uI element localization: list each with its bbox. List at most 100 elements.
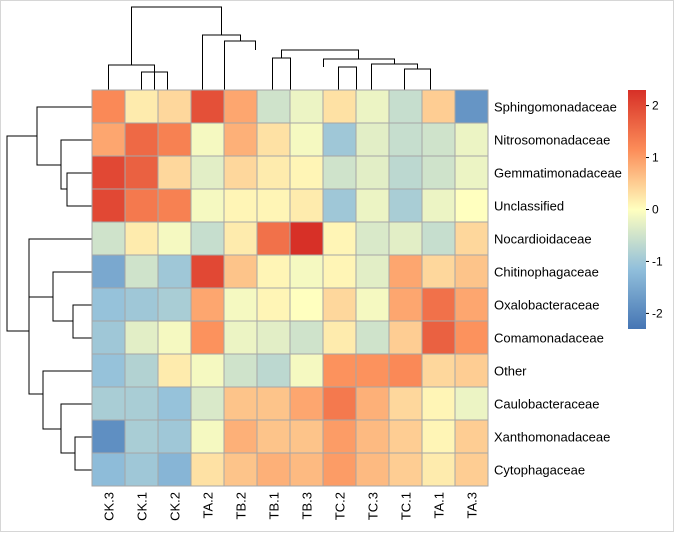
row-label: Chitinophagaceae bbox=[494, 265, 599, 280]
row-label: Nocardioidaceae bbox=[494, 232, 592, 247]
heatmap-cell bbox=[421, 155, 456, 190]
heatmap-cell bbox=[355, 419, 390, 454]
heatmap-cell bbox=[124, 188, 159, 223]
heatmap-cell bbox=[124, 386, 159, 421]
row-label: Cytophagaceae bbox=[494, 463, 585, 478]
heatmap-cell bbox=[223, 122, 258, 157]
heatmap-cell bbox=[454, 122, 489, 157]
heatmap-cell bbox=[223, 320, 258, 355]
heatmap-cell bbox=[190, 353, 225, 388]
legend-tick-label: 1 bbox=[652, 151, 659, 165]
heatmap-cell bbox=[124, 254, 159, 289]
heatmap-cell bbox=[289, 188, 324, 223]
heatmap-cell bbox=[91, 353, 126, 388]
heatmap-cell bbox=[190, 89, 225, 124]
legend-tick-label: 0 bbox=[652, 203, 659, 217]
heatmap-cell bbox=[124, 320, 159, 355]
column-label: CK.2 bbox=[168, 492, 183, 521]
row-label: Oxalobacteraceae bbox=[494, 298, 600, 313]
heatmap-cell bbox=[223, 188, 258, 223]
heatmap-cell bbox=[454, 188, 489, 223]
heatmap-cell bbox=[289, 353, 324, 388]
heatmap-cell bbox=[289, 320, 324, 355]
heatmap-cell bbox=[190, 386, 225, 421]
heatmap-cell bbox=[421, 89, 456, 124]
heatmap-cell bbox=[190, 287, 225, 322]
heatmap-cell bbox=[223, 155, 258, 190]
heatmap-cell bbox=[223, 221, 258, 256]
heatmap-cell bbox=[355, 386, 390, 421]
heatmap-cell bbox=[388, 155, 423, 190]
heatmap-cell bbox=[157, 386, 192, 421]
row-label: Nitrosomonadaceae bbox=[494, 133, 610, 148]
heatmap-cell bbox=[421, 254, 456, 289]
heatmap-cell bbox=[157, 122, 192, 157]
heatmap-cell bbox=[322, 419, 357, 454]
heatmap-cell bbox=[421, 386, 456, 421]
color-legend: 2 1 0 -1 -2 bbox=[628, 90, 663, 329]
legend-ticks: 2 1 0 -1 -2 bbox=[646, 99, 663, 320]
heatmap-cell bbox=[388, 89, 423, 124]
heatmap-cell bbox=[157, 287, 192, 322]
heatmap-cell bbox=[322, 89, 357, 124]
col-dendro-link bbox=[224, 40, 256, 90]
heatmap-cell bbox=[223, 254, 258, 289]
heatmap-cell bbox=[190, 320, 225, 355]
column-label: TB.3 bbox=[300, 492, 315, 519]
heatmap-cell bbox=[322, 353, 357, 388]
col-dendro-link bbox=[272, 57, 291, 90]
row-label: Caulobacteraceae bbox=[494, 397, 600, 412]
heatmap-cell bbox=[454, 287, 489, 322]
heatmap-cell bbox=[421, 320, 456, 355]
heatmap-cell bbox=[421, 221, 456, 256]
row-dendro-link bbox=[60, 403, 92, 454]
heatmap-cell bbox=[355, 287, 390, 322]
heatmap-cell bbox=[322, 386, 357, 421]
heatmap-cell bbox=[322, 254, 357, 289]
heatmap-cell bbox=[190, 221, 225, 256]
heatmap-cell bbox=[388, 287, 423, 322]
heatmap-cell bbox=[256, 353, 291, 388]
heatmap-cell bbox=[223, 419, 258, 454]
heatmap-cell bbox=[256, 452, 291, 487]
heatmap-cell bbox=[388, 386, 423, 421]
row-labels: Sphingomonadaceae Nitrosomonadaceae Gemmat… bbox=[494, 100, 622, 478]
heatmap-cell bbox=[124, 353, 159, 388]
heatmap-cell bbox=[190, 254, 225, 289]
col-dendro-link bbox=[141, 71, 168, 90]
legend-tick-label: 2 bbox=[652, 99, 659, 113]
col-dendro-link bbox=[131, 6, 222, 65]
heatmap-cell bbox=[289, 419, 324, 454]
heatmap-cell bbox=[91, 155, 126, 190]
row-label: Comamonadaceae bbox=[494, 331, 604, 346]
row-dendro-link bbox=[74, 436, 92, 471]
heatmap-cell bbox=[256, 188, 291, 223]
heatmap-cell bbox=[91, 320, 126, 355]
heatmap-cell bbox=[421, 188, 456, 223]
row-dendro-link bbox=[60, 139, 92, 190]
col-dendro-link bbox=[371, 63, 418, 90]
heatmap-cell bbox=[322, 452, 357, 487]
heatmap-cell bbox=[190, 419, 225, 454]
heatmap-cell bbox=[355, 320, 390, 355]
heatmap-cell bbox=[454, 89, 489, 124]
heatmap-cell bbox=[256, 221, 291, 256]
heatmap-cell bbox=[355, 155, 390, 190]
column-label: TC.3 bbox=[366, 492, 381, 520]
heatmap-cell bbox=[190, 452, 225, 487]
heatmap-cell bbox=[289, 89, 324, 124]
column-label: TA.3 bbox=[465, 492, 480, 519]
heatmap-cell bbox=[355, 221, 390, 256]
heatmap-cell bbox=[124, 287, 159, 322]
heatmap-cell bbox=[289, 122, 324, 157]
row-dendro-link bbox=[28, 268, 43, 395]
heatmap-cell bbox=[322, 155, 357, 190]
heatmap-cell bbox=[157, 155, 192, 190]
heatmap-cell bbox=[388, 254, 423, 289]
heatmap-cell bbox=[157, 320, 192, 355]
heatmap-cell bbox=[190, 122, 225, 157]
heatmap-cell bbox=[289, 287, 324, 322]
heatmap-cell bbox=[124, 155, 159, 190]
heatmap-cell bbox=[289, 254, 324, 289]
column-dendrogram bbox=[108, 6, 431, 90]
